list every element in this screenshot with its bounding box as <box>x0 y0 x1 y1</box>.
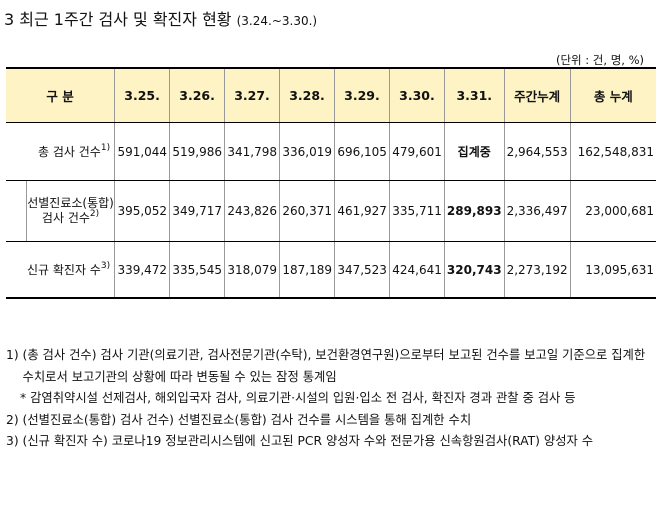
row-label-new-cases: 신규 확진자 수3) <box>6 241 115 299</box>
row-label-screening-inner: 선별진료소(통합) 검사 건수2) <box>26 181 114 241</box>
row-label-text: 총 검사 건수 <box>38 145 101 159</box>
table-cell: 335,711 <box>388 180 445 242</box>
table-cell: 395,052 <box>114 180 170 242</box>
table-cell: 2,336,497 <box>503 180 571 242</box>
table-cell: 519,986 <box>169 122 225 181</box>
table-row-screening-tests: 선별진료소(통합) 검사 건수2) 395,052 349,717 243,82… <box>6 180 656 242</box>
table-cell: 318,079 <box>224 241 280 299</box>
table-cell-highlight: 289,893 <box>443 180 505 242</box>
header-cell-date: 3.31. <box>443 68 505 123</box>
table-cell: 2,964,553 <box>503 122 571 181</box>
table-cell: 339,472 <box>114 241 170 299</box>
table-cell: 2,273,192 <box>503 241 571 299</box>
header-cell-date: 3.30. <box>388 68 445 123</box>
section-title-text: 3 최근 1주간 검사 및 확진자 현황 <box>4 10 232 29</box>
header-cell-date: 3.27. <box>224 68 280 123</box>
header-cell-cumulative-total: 총 누계 <box>569 68 656 123</box>
footnote-text: (신규 확진자 수) 코로나19 정보관리시스템에 신고된 PCR 양성자 수와… <box>22 434 594 448</box>
header-cell-date: 3.26. <box>169 68 225 123</box>
stats-table: 구 분 3.25. 3.26. 3.27. 3.28. 3.29. 3.30. … <box>6 67 656 299</box>
table-cell: 479,601 <box>388 122 445 181</box>
table-cell: 162,548,831 <box>569 122 656 181</box>
header-cell-date: 3.28. <box>279 68 335 123</box>
row-label-screening-tests: 선별진료소(통합) 검사 건수2) <box>6 180 115 242</box>
table-cell: 23,000,681 <box>569 180 656 242</box>
row-label-text-line2: 검사 건수 <box>41 211 90 225</box>
table-cell: 591,044 <box>114 122 170 181</box>
table-cell: 243,826 <box>224 180 280 242</box>
table-cell: 336,019 <box>279 122 335 181</box>
table-cell: 13,095,631 <box>569 241 656 299</box>
table-cell: 424,641 <box>388 241 445 299</box>
table-row-total-tests: 총 검사 건수1) 591,044 519,986 341,798 336,01… <box>6 122 656 181</box>
table-header-row: 구 분 3.25. 3.26. 3.27. 3.28. 3.29. 3.30. … <box>6 68 656 123</box>
table-row-new-cases: 신규 확진자 수3) 339,472 335,545 318,079 187,1… <box>6 241 656 299</box>
table-cell: 260,371 <box>279 180 335 242</box>
header-cell-category: 구 분 <box>6 68 115 123</box>
table-cell-pending: 집계중 <box>443 122 505 181</box>
table-cell: 349,717 <box>169 180 225 242</box>
header-cell-weekly-total: 주간누계 <box>503 68 571 123</box>
table-cell: 187,189 <box>279 241 335 299</box>
footnote-ref: 1) <box>100 143 111 153</box>
table-cell: 341,798 <box>224 122 280 181</box>
table-cell: 347,523 <box>333 241 390 299</box>
footnote-marker: 1) <box>6 348 23 362</box>
table-cell: 461,927 <box>333 180 390 242</box>
footnote-ref: 3) <box>100 261 111 271</box>
row-label-text-line1: 선별진료소(통합) <box>27 196 114 210</box>
table-cell: 696,105 <box>333 122 390 181</box>
footnote-ref: 2) <box>89 209 100 219</box>
footnote-marker: 2) <box>6 412 23 427</box>
footnote-2: 2) (선별진료소(통합) 검사 건수) 선별진료소(통합) 검사 건수를 시스… <box>6 410 650 432</box>
section-title-range: (3.24.~3.30.) <box>236 14 318 28</box>
row-label-text: 신규 확진자 수 <box>26 263 101 277</box>
footnote-text: (총 검사 건수) 검사 기관(의료기관, 검사전문기관(수탁), 보건환경연구… <box>22 348 646 384</box>
footnote-asterisk: * 감염취약시설 선제검사, 해외입국자 검사, 의료기관·시설의 입원·입소 … <box>6 388 650 410</box>
footnote-text: 감염취약시설 선제검사, 해외입국자 검사, 의료기관·시설의 입원·입소 전 … <box>30 391 576 405</box>
footnote-3: 3) (신규 확진자 수) 코로나19 정보관리시스템에 신고된 PCR 양성자… <box>6 431 650 453</box>
unit-label: (단위 : 건, 명, %) <box>555 53 644 67</box>
table-cell: 335,545 <box>169 241 225 299</box>
footnote-marker: 3) <box>6 434 23 448</box>
row-label-total-tests: 총 검사 건수1) <box>6 122 115 181</box>
footnote-text: (선별진료소(통합) 검사 건수) 선별진료소(통합) 검사 건수를 시스템을 … <box>22 412 472 427</box>
footnotes: 1) (총 검사 건수) 검사 기관(의료기관, 검사전문기관(수탁), 보건환… <box>6 345 650 453</box>
section-title: 3 최근 1주간 검사 및 확진자 현황 (3.24.~3.30.) <box>4 6 317 30</box>
table-cell-highlight: 320,743 <box>443 241 505 299</box>
header-cell-date: 3.25. <box>114 68 170 123</box>
footnote-marker: * <box>20 391 31 405</box>
footnote-1: 1) (총 검사 건수) 검사 기관(의료기관, 검사전문기관(수탁), 보건환… <box>6 345 650 388</box>
header-cell-date: 3.29. <box>333 68 390 123</box>
